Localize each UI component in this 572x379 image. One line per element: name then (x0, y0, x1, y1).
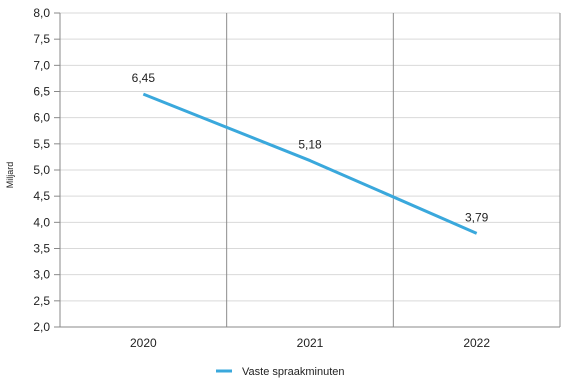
y-tick-label: 3,0 (33, 268, 50, 282)
series-layer: 6,45 5,18 3,79 (132, 71, 489, 235)
x-tick-label: 2022 (463, 336, 490, 350)
x-tick-label: 2020 (130, 336, 157, 350)
y-tick-label: 7,5 (33, 32, 50, 46)
data-label: 6,45 (132, 71, 156, 85)
y-tick-label: 2,0 (33, 320, 50, 334)
data-label: 5,18 (298, 138, 322, 152)
y-tick-label: 6,5 (33, 85, 50, 99)
y-axis-ticks: 2,0 2,5 3,0 3,5 4,0 4,5 5,0 5,5 6,0 6,5 7,0 7,5 8,0 (33, 6, 60, 334)
legend: Vaste spraakminuten (216, 366, 345, 378)
y-axis-label: Miljard (5, 162, 15, 189)
y-tick-label: 7,0 (33, 58, 50, 72)
grid-lines (59, 12, 561, 328)
y-tick-label: 4,5 (33, 189, 50, 203)
x-tick-label: 2021 (297, 336, 324, 350)
y-tick-label: 6,0 (33, 111, 50, 125)
legend-label: Vaste spraakminuten (242, 366, 345, 378)
x-axis-ticks: 2020 2021 2022 (130, 336, 490, 350)
y-tick-label: 2,5 (33, 294, 50, 308)
y-tick-label: 4,0 (33, 215, 50, 229)
data-label: 3,79 (465, 210, 489, 224)
y-tick-label: 5,0 (33, 163, 50, 177)
y-tick-label: 5,5 (33, 137, 50, 151)
y-tick-label: 3,5 (33, 242, 50, 256)
y-tick-label: 8,0 (33, 6, 50, 20)
series-line (142, 92, 478, 235)
